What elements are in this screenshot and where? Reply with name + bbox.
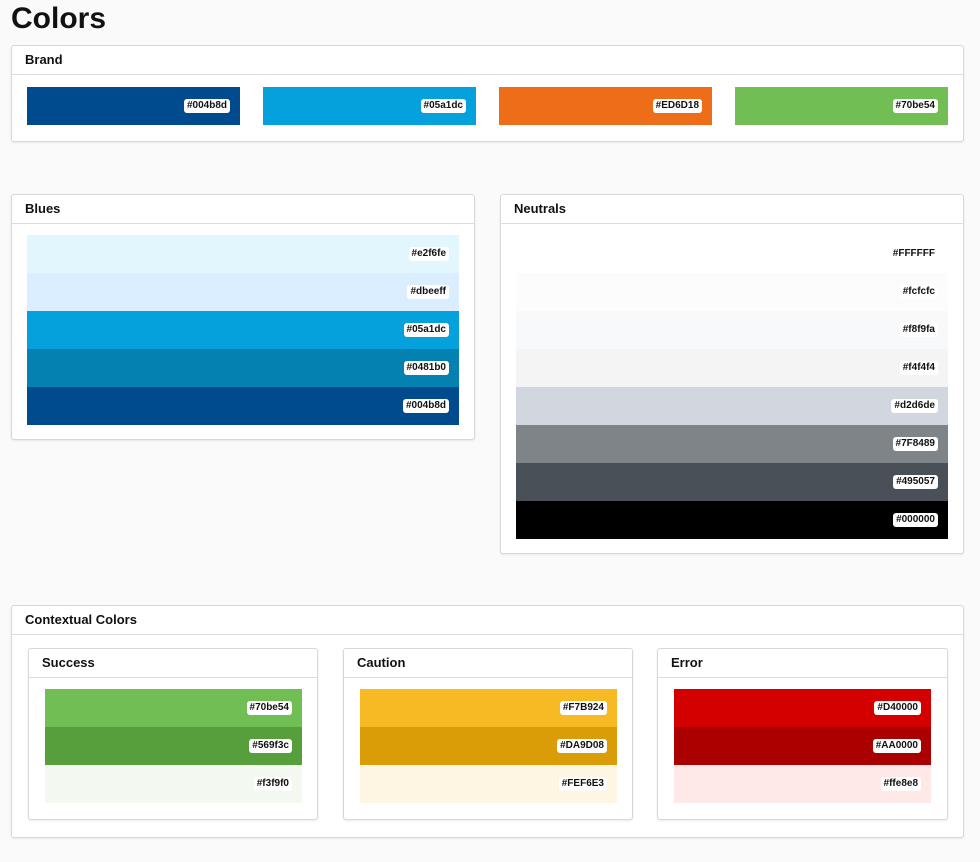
- swatch: #495057: [516, 463, 948, 501]
- swatch: #ED6D18: [499, 87, 712, 125]
- swatch-label: #D40000: [874, 701, 921, 715]
- swatch-label: #004b8d: [402, 399, 449, 413]
- swatch-label: #DA9D08: [557, 739, 607, 753]
- swatch-label: #F7B924: [559, 701, 607, 715]
- swatch: #D40000: [674, 689, 931, 727]
- swatch: #FEF6E3: [360, 765, 617, 803]
- swatch-label: #f4f4f4: [899, 361, 938, 375]
- card-title: Brand: [12, 46, 963, 75]
- swatch-list: #e2f6fe #dbeeff #05a1dc #0481b0 #004b8d: [27, 235, 459, 425]
- card-title: Blues: [12, 195, 474, 224]
- group-title: Success: [29, 649, 317, 678]
- swatch-label: #fcfcfc: [899, 285, 938, 299]
- swatch-label: #7F8489: [892, 437, 938, 451]
- group-card: Error #D40000 #AA0000 #ffe8e8: [657, 648, 948, 820]
- swatch-list: #70be54 #569f3c #f3f9f0: [45, 689, 302, 803]
- swatch-label: #70be54: [246, 701, 292, 715]
- swatch: #AA0000: [674, 727, 931, 765]
- page-title: Colors: [11, 2, 107, 35]
- card-title: Neutrals: [501, 195, 963, 224]
- swatch-label: #e2f6fe: [408, 247, 449, 261]
- swatch-label: #569f3c: [249, 739, 292, 753]
- group-card: Caution #F7B924 #DA9D08 #FEF6E3: [343, 648, 633, 820]
- swatch: #f4f4f4: [516, 349, 948, 387]
- swatch: #fcfcfc: [516, 273, 948, 311]
- swatch: #ffe8e8: [674, 765, 931, 803]
- swatch-label: #000000: [893, 513, 938, 527]
- card-title: Contextual Colors: [12, 606, 963, 635]
- swatch-label: #FEF6E3: [558, 777, 607, 791]
- swatch: #7F8489: [516, 425, 948, 463]
- swatch-list: #D40000 #AA0000 #ffe8e8: [674, 689, 931, 803]
- group-title: Caution: [344, 649, 632, 678]
- swatch: #FFFFFF: [516, 235, 948, 273]
- swatch-label: #d2d6de: [891, 399, 938, 413]
- swatch: #DA9D08: [360, 727, 617, 765]
- swatch: #70be54: [735, 87, 948, 125]
- contextual-card: Contextual Colors Success #70be54 #569f3c…: [11, 605, 964, 838]
- brand-card: Brand #004b8d #05a1dc #ED6D18 #70be54: [11, 45, 964, 142]
- neutrals-card: Neutrals #FFFFFF #fcfcfc #f8f9fa #f4f4f4 #d2…: [500, 194, 964, 554]
- swatch-label: #f8f9fa: [899, 323, 938, 337]
- swatch-list: #FFFFFF #fcfcfc #f8f9fa #f4f4f4 #d2d6de #7F84…: [516, 235, 948, 539]
- swatch-label: #70be54: [892, 99, 938, 113]
- swatch: #e2f6fe: [27, 235, 459, 273]
- swatch-label: #0481b0: [403, 361, 449, 375]
- swatch-label: #05a1dc: [420, 99, 466, 113]
- swatch: #05a1dc: [27, 311, 459, 349]
- swatch-label: #dbeeff: [407, 285, 449, 299]
- swatch-label: #FFFFFF: [889, 247, 938, 261]
- swatch-list: #F7B924 #DA9D08 #FEF6E3: [360, 689, 617, 803]
- swatch: #dbeeff: [27, 273, 459, 311]
- blues-card: Blues #e2f6fe #dbeeff #05a1dc #0481b0 #004b8…: [11, 194, 475, 440]
- swatch-label: #05a1dc: [403, 323, 449, 337]
- swatch-label: #f3f9f0: [253, 777, 292, 791]
- group-card: Success #70be54 #569f3c #f3f9f0: [28, 648, 318, 820]
- swatch: #569f3c: [45, 727, 302, 765]
- swatch: #f8f9fa: [516, 311, 948, 349]
- group-title: Error: [658, 649, 947, 678]
- swatch: #05a1dc: [263, 87, 476, 125]
- swatch-label: #AA0000: [872, 739, 921, 753]
- swatch-row: #004b8d #05a1dc #ED6D18 #70be54: [27, 87, 948, 125]
- swatch-label: #004b8d: [183, 99, 230, 113]
- swatch: #000000: [516, 501, 948, 539]
- swatch: #70be54: [45, 689, 302, 727]
- swatch: #F7B924: [360, 689, 617, 727]
- swatch: #f3f9f0: [45, 765, 302, 803]
- swatch-label: #ED6D18: [652, 99, 702, 113]
- swatch: #d2d6de: [516, 387, 948, 425]
- swatch: #0481b0: [27, 349, 459, 387]
- swatch-label: #495057: [893, 475, 938, 489]
- swatch: #004b8d: [27, 387, 459, 425]
- swatch-label: #ffe8e8: [880, 777, 921, 791]
- swatch: #004b8d: [27, 87, 240, 125]
